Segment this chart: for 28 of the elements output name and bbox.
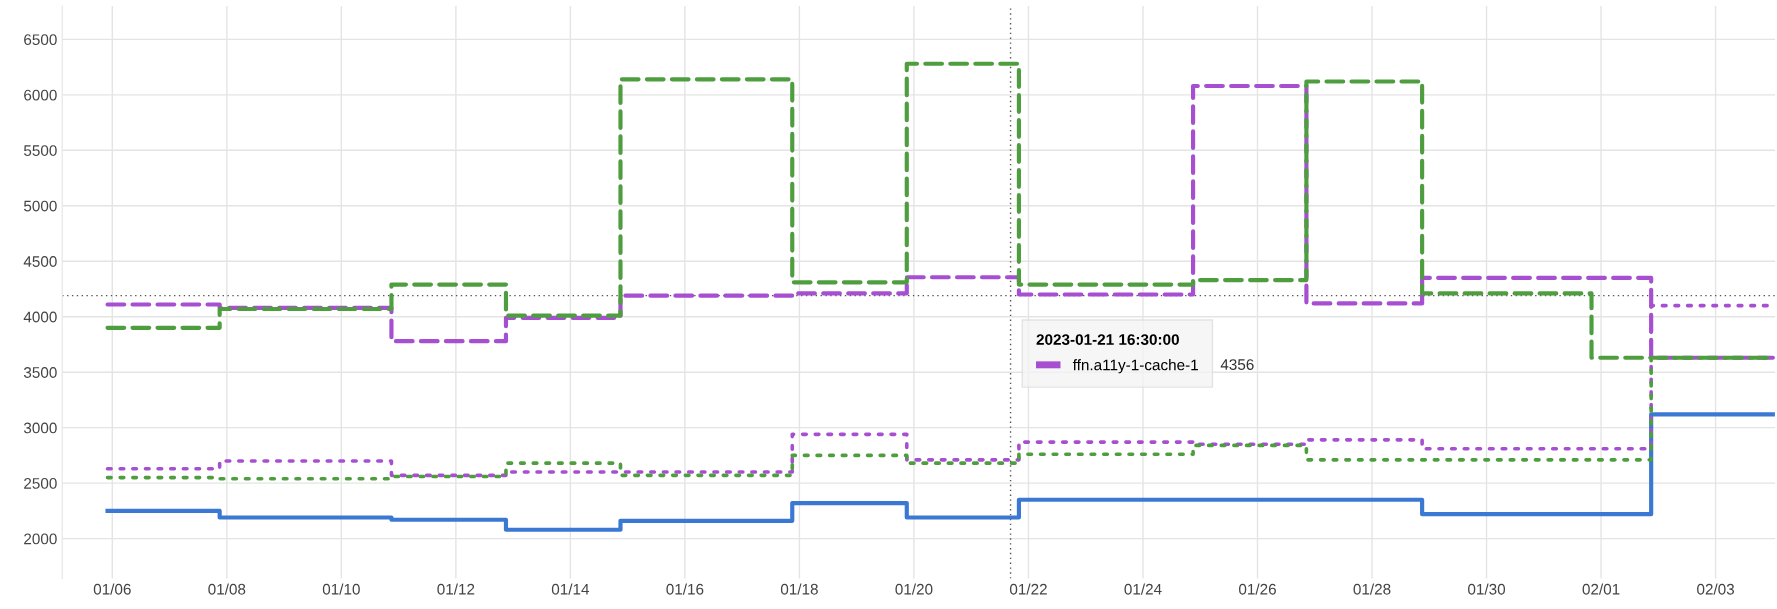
x-tick-label: 01/22 bbox=[1009, 583, 1047, 595]
legend-label: ffn.a11y-1-cache-1 bbox=[1072, 359, 1198, 374]
x-tick-label: 01/14 bbox=[551, 583, 590, 595]
legend-title: 2023-01-21 16:30:00 bbox=[1036, 334, 1179, 345]
x-tick-label: 01/26 bbox=[1238, 583, 1276, 595]
x-tick-label: 01/20 bbox=[895, 583, 933, 595]
y-tick-label: 6000 bbox=[24, 89, 57, 101]
x-tick-label: 01/06 bbox=[93, 583, 131, 595]
y-tick-label: 5000 bbox=[23, 200, 57, 212]
y-tick-label: 4500 bbox=[23, 256, 57, 267]
y-tick-label: 2500 bbox=[24, 478, 57, 489]
x-tick-label: 02/01 bbox=[1582, 583, 1620, 595]
x-tick-label: 01/10 bbox=[322, 583, 360, 595]
x-tick-label: 01/08 bbox=[208, 583, 246, 595]
y-tick-label: 6500 bbox=[24, 34, 57, 46]
y-tick-label: 3500 bbox=[23, 367, 57, 378]
x-tick-label: 01/24 bbox=[1124, 583, 1162, 595]
y-tick-label: 4000 bbox=[23, 311, 57, 323]
annotation: 4356 bbox=[1220, 359, 1254, 370]
x-tick-label: 01/16 bbox=[666, 583, 704, 595]
y-tick-label: 5500 bbox=[23, 145, 57, 156]
y-tick-label: 2000 bbox=[24, 533, 57, 545]
x-tick-label: 01/12 bbox=[437, 583, 475, 595]
x-tick-label: 01/30 bbox=[1468, 583, 1506, 595]
x-tick-label: 01/18 bbox=[780, 583, 818, 595]
x-tick-label: 02/03 bbox=[1697, 583, 1735, 595]
x-tick-label: 01/28 bbox=[1353, 583, 1391, 595]
y-tick-label: 3000 bbox=[23, 422, 57, 434]
